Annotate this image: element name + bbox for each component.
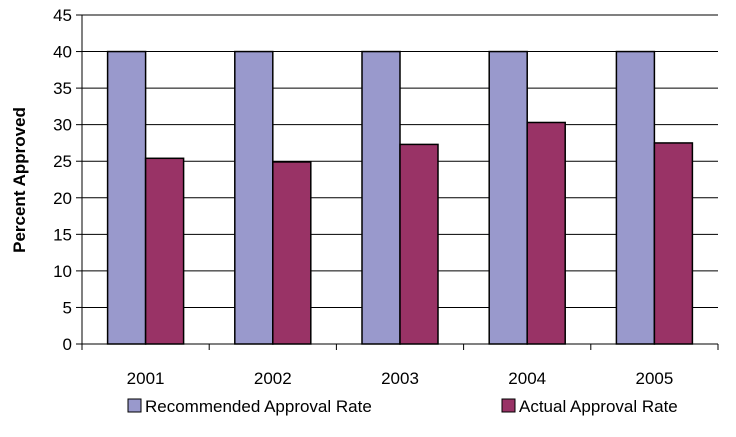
bar-recommended-2001 [106, 50, 147, 345]
bar-recommended-2004 [488, 50, 528, 345]
legend: Recommended Approval Rate Actual Approval… [127, 397, 678, 416]
bar-actual-2004 [526, 121, 566, 345]
y-tick-label: 40 [53, 43, 72, 62]
y-tick-label: 5 [63, 298, 72, 317]
bar-actual-2003 [399, 143, 439, 345]
y-tick-label: 0 [63, 335, 72, 354]
legend-label: Recommended Approval Rate [145, 397, 372, 416]
bar-actual-2002 [272, 161, 312, 345]
axes: 0 5 10 15 20 25 30 35 40 45 2001 2002 2003 2004 2005 [53, 6, 719, 388]
bar-actual-2001 [144, 157, 185, 345]
bar-recommended-2005 [615, 50, 656, 345]
y-tick-label: 25 [53, 152, 72, 171]
legend-swatch [127, 398, 142, 413]
x-tick-label: 2005 [635, 369, 673, 388]
legend-swatch [501, 398, 516, 413]
x-tick-label: 2002 [254, 369, 292, 388]
x-tick-label: 2004 [508, 369, 546, 388]
bar-recommended-2003 [361, 50, 401, 345]
y-tick-label: 10 [53, 262, 72, 281]
x-tick-label: 2003 [381, 369, 419, 388]
legend-label: Actual Approval Rate [519, 397, 678, 416]
x-tick-label: 2001 [127, 369, 165, 388]
y-tick-label: 15 [53, 225, 72, 244]
y-tick-label: 35 [53, 79, 72, 98]
bar-recommended-2002 [234, 50, 274, 345]
bar-actual-2005 [653, 142, 694, 345]
y-tick-label: 45 [53, 6, 72, 25]
y-axis-label: Percent Approved [10, 107, 29, 253]
y-tick-label: 20 [53, 189, 72, 208]
y-tick-label: 30 [53, 116, 72, 135]
